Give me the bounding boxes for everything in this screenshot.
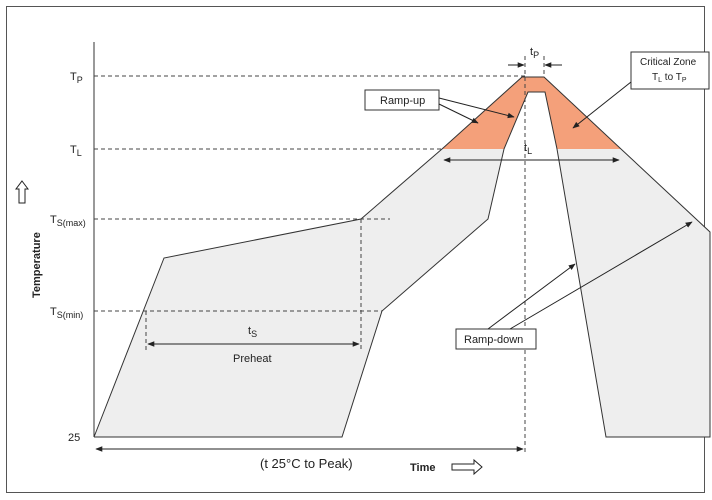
ramp-up-pointer-2 (438, 97, 515, 119)
critical-zone-pointer (572, 81, 632, 129)
critical-zone-left (442, 77, 621, 149)
ramp-down-pointer-1 (487, 263, 576, 330)
tp-duration-label: tP (530, 46, 539, 60)
ramp-down-callout-box (455, 328, 537, 350)
ramp-down-callout-text: Ramp-down (464, 334, 523, 346)
ramp-up-callout-box (364, 89, 440, 111)
profile-band (94, 92, 710, 437)
tp-label: TP (70, 71, 83, 85)
profile-outer-line (93, 76, 711, 438)
ts-duration-label: tS (248, 325, 257, 339)
preheat-label: Preheat (233, 353, 272, 365)
time-right-arrow-icon (451, 458, 483, 476)
critical-zone-line2: TL to TP (652, 72, 687, 84)
temperature-up-arrow-icon (15, 180, 29, 204)
ramp-up-callout-text: Ramp-up (380, 95, 425, 107)
tsmin-label: TS(min) (50, 306, 83, 320)
tsmax-label: TS(max) (50, 214, 86, 228)
tl-label: TL (70, 144, 82, 158)
ramp-up-pointer-1 (438, 103, 479, 124)
ramp-down-pointer-2 (509, 221, 693, 330)
t25-label: 25 (68, 432, 80, 444)
tl-duration-label: tL (524, 142, 532, 156)
critical-zone-line1: Critical Zone (640, 57, 697, 68)
critical-zone-callout-box (630, 51, 710, 90)
time-axis-title: Time (410, 462, 435, 474)
t25-to-peak-label: (t 25°C to Peak) (260, 456, 353, 471)
temperature-axis-title: Temperature (31, 232, 43, 298)
